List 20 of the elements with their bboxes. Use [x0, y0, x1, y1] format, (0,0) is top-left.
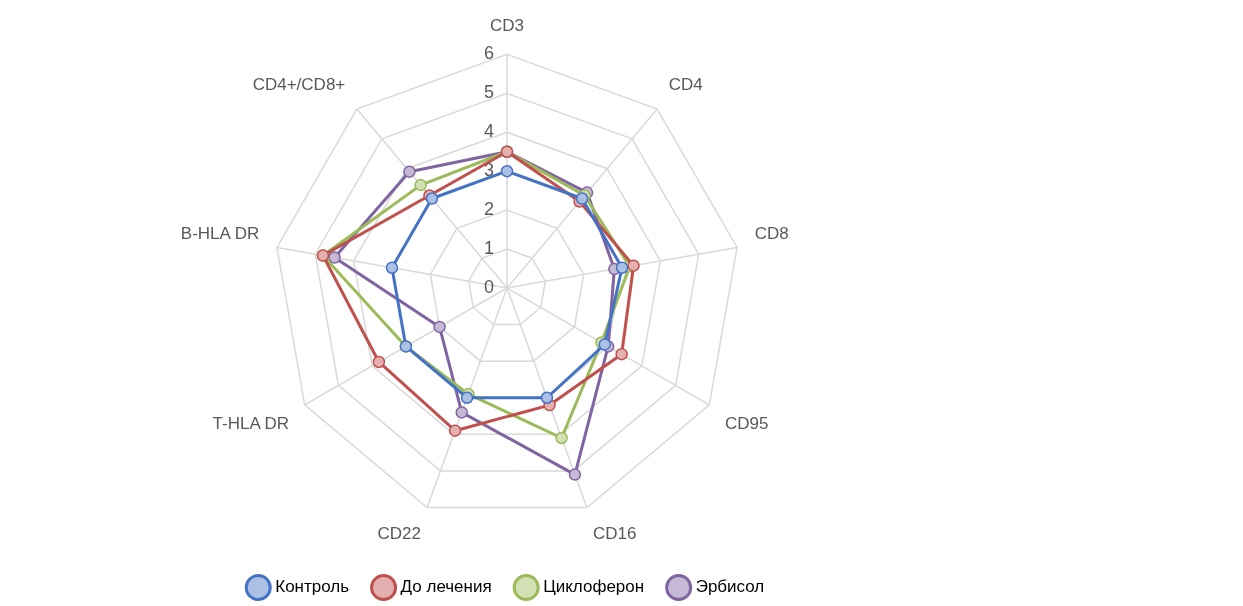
y-tick-label: 1 — [483, 238, 531, 259]
y-tick-label: 0 — [483, 276, 531, 297]
y-tick-label: 2 — [483, 199, 531, 220]
spoke-label: CD3 — [489, 15, 525, 35]
y-tick-label: 4 — [483, 121, 531, 142]
spoke-label: CD95 — [724, 413, 769, 433]
y-tick-label: 5 — [483, 82, 531, 103]
legend-label: Эрбисол — [695, 577, 765, 597]
legend-label: Циклоферон — [543, 577, 645, 597]
legend-label: До лечения — [400, 577, 492, 597]
y-tick-label: 3 — [483, 160, 531, 181]
spoke-label: CD8 — [754, 223, 789, 243]
spoke-label: CD4 — [668, 74, 703, 94]
spoke-label: T-HLA DR — [212, 413, 290, 433]
legend-label: Контроль — [275, 577, 350, 597]
spoke-label: CD22 — [377, 524, 421, 544]
y-tick-label: 6 — [483, 43, 531, 64]
spoke-label: CD16 — [593, 524, 637, 544]
spoke-label: CD4+/CD8+ — [252, 74, 346, 94]
spoke-label: B-HLA DR — [180, 223, 260, 243]
